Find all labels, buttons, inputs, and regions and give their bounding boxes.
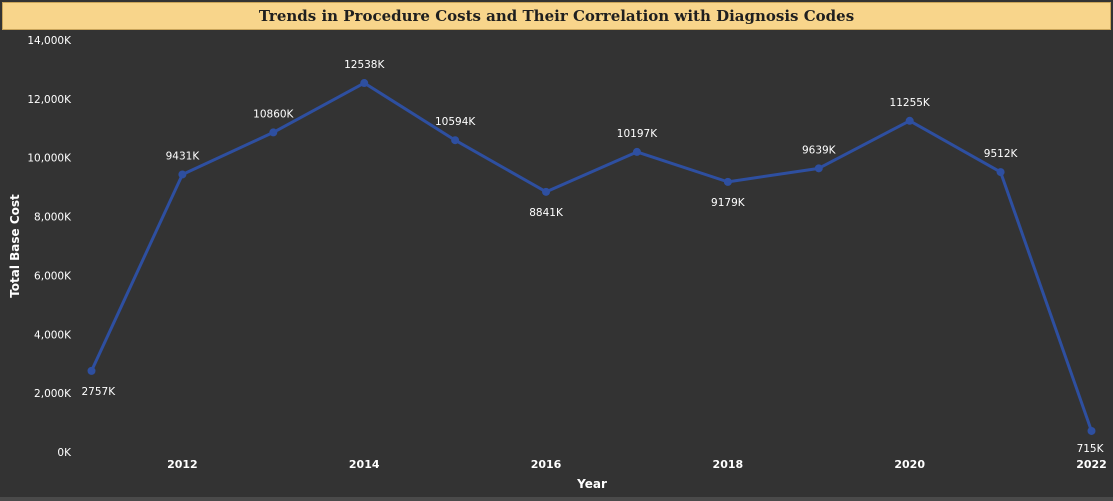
data-point	[542, 187, 551, 196]
data-point	[178, 170, 187, 179]
data-label: 12538K	[344, 59, 385, 71]
data-label: 2757K	[82, 386, 117, 398]
y-tick-label: 6,000K	[34, 270, 72, 282]
data-point	[451, 136, 460, 145]
data-label: 8841K	[529, 207, 564, 219]
x-axis-title: Year	[576, 477, 607, 491]
y-tick-label: 12,000K	[27, 94, 72, 106]
x-tick-label: 2018	[713, 458, 744, 471]
data-label: 9639K	[802, 144, 837, 156]
data-label: 9179K	[711, 197, 746, 209]
y-tick-label: 14,000K	[27, 35, 72, 47]
data-point	[996, 168, 1005, 177]
data-label: 11255K	[890, 97, 931, 109]
y-tick-label: 2,000K	[34, 388, 72, 400]
data-point	[87, 366, 96, 375]
series-cost: 2757K 9431K 10860K 12538K 10594K 8841K 10197K 9…	[82, 59, 1105, 455]
data-point	[905, 116, 914, 125]
y-tick-label: 10,000K	[27, 153, 72, 165]
x-tick-label: 2022	[1076, 458, 1107, 471]
y-tick-label: 0K	[57, 447, 72, 459]
series-line	[90, 81, 1093, 432]
data-label: 10594K	[435, 116, 476, 128]
data-point	[632, 147, 641, 156]
y-tick-label: 8,000K	[34, 212, 72, 224]
data-point	[269, 128, 278, 137]
data-point	[723, 177, 732, 186]
x-tick-label: 2016	[531, 458, 562, 471]
chart-title-bar: Trends in Procedure Costs and Their Corr…	[2, 2, 1111, 30]
data-point	[1087, 426, 1096, 435]
data-label: 10197K	[617, 128, 658, 140]
data-point	[814, 164, 823, 173]
data-point	[360, 79, 369, 88]
chart-title: Trends in Procedure Costs and Their Corr…	[258, 7, 855, 25]
x-axis: 2012 2014 2016 2018 2020 2022	[167, 458, 1107, 471]
x-tick-label: 2020	[894, 458, 925, 471]
x-tick-label: 2014	[349, 458, 380, 471]
y-axis-title: Total Base Cost	[8, 194, 22, 298]
data-label: 715K	[1077, 443, 1105, 455]
data-label: 9512K	[984, 148, 1019, 160]
x-tick-label: 2012	[167, 458, 198, 471]
y-axis: 0K 2,000K 4,000K 6,000K 8,000K 10,000K 12,000K…	[27, 35, 72, 459]
data-label: 10860K	[253, 108, 294, 120]
data-label: 9431K	[166, 150, 201, 162]
y-tick-label: 4,000K	[34, 329, 72, 341]
